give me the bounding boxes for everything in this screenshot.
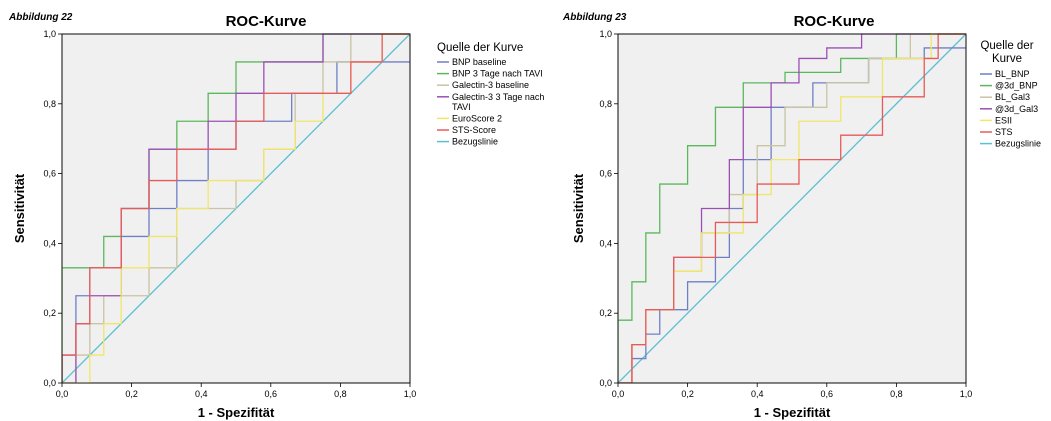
y-tick-label: 0,4 bbox=[599, 238, 612, 248]
legend-label-galectin-3-3-tage-nach-tavi: Galectin-3 3 Tage nach TAVI bbox=[452, 92, 544, 112]
y-tick-label: 0,4 bbox=[43, 238, 56, 248]
x-tick-label: 1,0 bbox=[960, 389, 973, 399]
legend-label-sts: STS bbox=[995, 127, 1013, 137]
legend-label-bl-gal3: BL_Gal3 bbox=[995, 92, 1030, 102]
y-tick-label: 0,0 bbox=[43, 378, 56, 388]
y-tick-label: 1,0 bbox=[599, 29, 612, 39]
y-tick-label: 0,6 bbox=[599, 169, 612, 179]
chart-abbildung-23: Abbildung 23 ROC-Kurve 0,0 0,2 0,4 0,6 0,8 1,0 0… bbox=[562, 12, 1041, 420]
legend-label-sts-score: STS-Score bbox=[452, 125, 496, 135]
y-tick-label: 1,0 bbox=[43, 29, 56, 39]
legend-label-bnp-3-tage-nach-tavi: BNP 3 Tage nach TAVI bbox=[452, 69, 543, 79]
legend-label-3d-bnp: @3d_BNP bbox=[995, 81, 1038, 91]
chart-title: ROC-Kurve bbox=[794, 13, 875, 30]
y-tick-label: 0,8 bbox=[43, 99, 56, 109]
legend: Quelle der Kurve BNP baseline BNP 3 Tage n… bbox=[437, 42, 544, 147]
x-tick-label: 0,0 bbox=[612, 389, 625, 399]
plot-border bbox=[61, 33, 411, 384]
y-tick-label: 0,8 bbox=[599, 99, 612, 109]
legend-label-3d-gal3: @3d_Gal3 bbox=[995, 104, 1038, 114]
series-lines bbox=[618, 33, 967, 383]
legend-title: Quelle der Kurve bbox=[980, 40, 1033, 65]
y-tick-label: 0,2 bbox=[599, 308, 612, 318]
y-axis-label: Sensitivität bbox=[571, 173, 586, 243]
x-axis-label: 1 - Spezifität bbox=[198, 405, 275, 420]
legend-label-galectin-3-baseline: Galectin-3 baseline bbox=[452, 80, 529, 90]
series-line-3d-bnp bbox=[618, 33, 966, 383]
y-axis-label: Sensitivität bbox=[12, 173, 27, 243]
x-tick-label: 0,2 bbox=[681, 389, 694, 399]
series-line-sts bbox=[618, 33, 966, 383]
chart-title: ROC-Kurve bbox=[226, 13, 307, 30]
legend-label-esii: ESII bbox=[995, 115, 1012, 125]
x-tick-label: 0,8 bbox=[334, 389, 347, 399]
y-tick-label: 0,2 bbox=[43, 308, 56, 318]
legend-label-euroscore-2: EuroScore 2 bbox=[452, 113, 502, 123]
legend-label-bnp-baseline: BNP baseline bbox=[452, 57, 506, 67]
y-tick-label: 0,6 bbox=[43, 169, 56, 179]
x-tick-label: 0,4 bbox=[751, 389, 764, 399]
series-lines bbox=[62, 33, 411, 383]
plot-border bbox=[617, 33, 967, 384]
y-tick-label: 0,0 bbox=[599, 378, 612, 388]
x-tick-label: 0,0 bbox=[56, 389, 69, 399]
series-line-bezugslinie bbox=[618, 33, 967, 383]
figure-label: Abbildung 22 bbox=[8, 12, 73, 23]
figure-label: Abbildung 23 bbox=[562, 12, 627, 23]
legend-label-bl-bnp: BL_BNP bbox=[995, 69, 1030, 79]
legend-label-bezugslinie: Bezugslinie bbox=[995, 139, 1041, 149]
x-tick-label: 0,4 bbox=[195, 389, 208, 399]
x-axis-label: 1 - Spezifität bbox=[754, 405, 831, 420]
x-tick-label: 0,2 bbox=[125, 389, 138, 399]
series-line-sts-score bbox=[62, 33, 410, 383]
legend-label-bezugslinie: Bezugslinie bbox=[452, 137, 498, 147]
x-tick-label: 0,6 bbox=[265, 389, 278, 399]
x-tick-label: 1,0 bbox=[404, 389, 417, 399]
x-tick-label: 0,8 bbox=[890, 389, 903, 399]
chart-abbildung-22: Abbildung 22 ROC-Kurve 0,0 0,2 0,4 0,6 0,8 1,0 0… bbox=[8, 12, 544, 420]
x-tick-label: 0,6 bbox=[821, 389, 834, 399]
legend-title: Quelle der Kurve bbox=[437, 42, 523, 54]
